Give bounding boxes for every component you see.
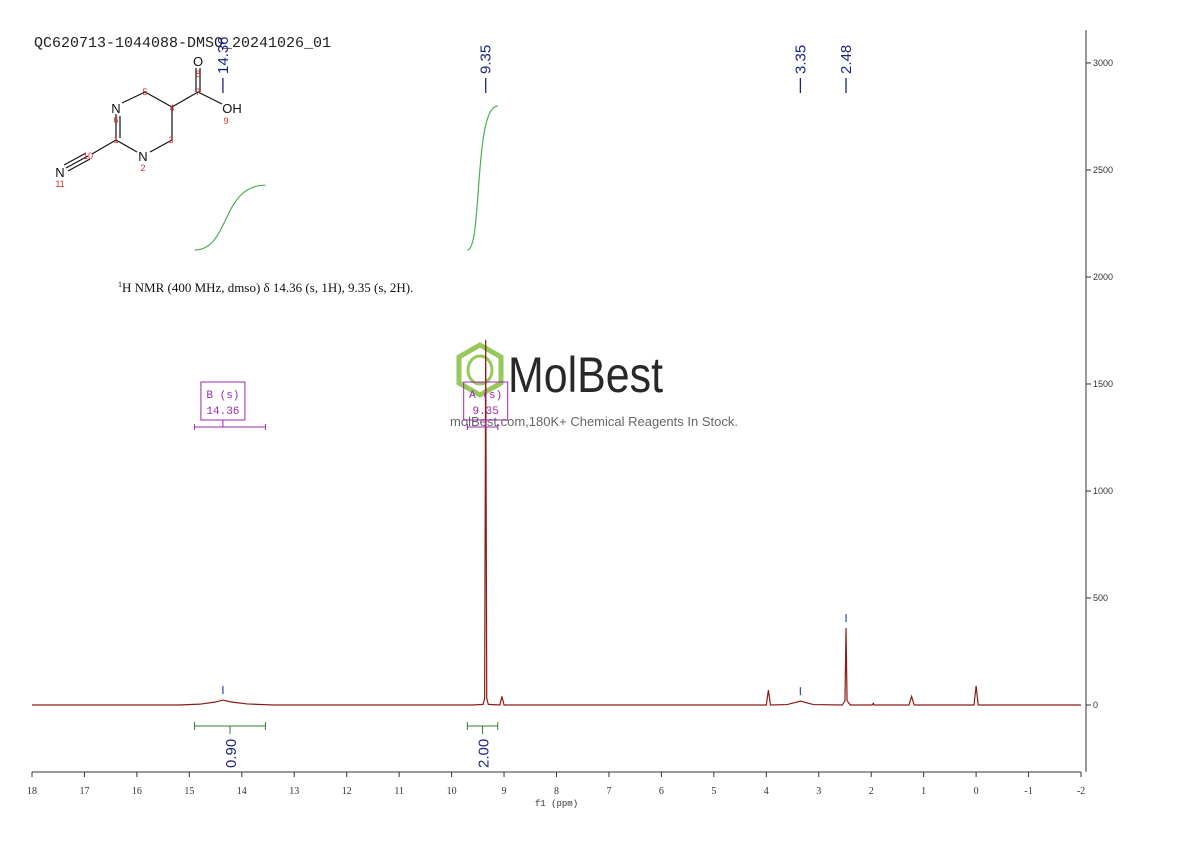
atom-number: 11 — [55, 179, 64, 189]
peak-label: 14.36 — [215, 36, 232, 74]
atom-symbol: N — [111, 101, 120, 116]
watermark-tagline: molBest.com,180K+ Chemical Reagents In S… — [450, 414, 738, 429]
bond — [121, 91, 146, 104]
x-tick-label: 17 — [79, 786, 89, 797]
bond — [67, 158, 91, 172]
atom-symbol: O — [193, 54, 203, 69]
x-tick-label: 7 — [606, 786, 611, 797]
peak-label: 3.35 — [792, 45, 809, 74]
x-tick-label: 10 — [447, 786, 457, 797]
x-tick-label: -1 — [1024, 786, 1032, 797]
watermark-brand: MolBest — [508, 347, 663, 403]
y-tick-label: 0 — [1093, 700, 1098, 710]
watermark-logo — [466, 354, 494, 386]
x-tick-label: 11 — [394, 786, 404, 797]
y-tick-label: 1500 — [1093, 379, 1113, 389]
atom-number: 4 — [169, 103, 174, 113]
description-superscript: 1 — [118, 280, 122, 289]
x-tick-label: 5 — [711, 786, 716, 797]
description: 1H NMR (400 MHz, dmso) δ 14.36 (s, 1H), … — [118, 280, 413, 295]
x-tick-label: 2 — [869, 786, 874, 797]
x-tick-label: 3 — [816, 786, 821, 797]
x-tick-label: 9 — [502, 786, 507, 797]
integral-label: 0.90 — [223, 739, 240, 768]
x-tick-label: 6 — [659, 786, 664, 797]
watermark-logo — [456, 342, 504, 398]
atom-symbols: O OH N N N — [55, 54, 241, 180]
bond — [149, 139, 173, 153]
atom-numbers: 1 2 3 4 5 6 7 8 9 10 11 — [55, 69, 228, 189]
atom-number: 10 — [83, 151, 93, 161]
atom-number: 1 — [113, 135, 118, 145]
multiplet-label: A (s) — [469, 390, 502, 402]
bond — [144, 91, 173, 108]
y-tick-label: 2500 — [1093, 165, 1113, 175]
y-tick-label: 500 — [1093, 593, 1108, 603]
peak-label: 9.35 — [478, 45, 495, 74]
description-text: H NMR (400 MHz, dmso) δ 14.36 (s, 1H), 9… — [122, 280, 413, 295]
atom-symbol: N — [138, 149, 147, 164]
atom-number: 9 — [223, 116, 228, 126]
bond — [91, 139, 117, 155]
x-tick-label: -2 — [1077, 786, 1085, 797]
atom-number: 2 — [140, 163, 145, 173]
x-axis-label: f1 (ppm) — [535, 799, 578, 809]
multiplet-label: B (s) — [206, 390, 239, 402]
x-tick-label: 12 — [342, 786, 352, 797]
x-tick-label: 18 — [27, 786, 37, 797]
bond — [197, 91, 223, 105]
chart-title: QC620713-1044088-DMSO_20241026_01 — [34, 35, 331, 52]
x-tick-label: 13 — [289, 786, 299, 797]
x-tick-label: 16 — [132, 786, 142, 797]
atom-number: 6 — [113, 115, 118, 125]
x-tick-label: 8 — [554, 786, 559, 797]
peak-label: 2.48 — [838, 45, 855, 74]
atom-number: 5 — [142, 87, 147, 97]
watermark: MolBest molBest.com,180K+ Chemical Reage… — [450, 342, 738, 429]
y-tick-label: 3000 — [1093, 58, 1113, 68]
atom-number: 8 — [195, 69, 200, 79]
y-tick-label: 2000 — [1093, 272, 1113, 282]
y-tick-label: 1000 — [1093, 486, 1113, 496]
x-tick-label: 14 — [237, 786, 247, 797]
x-tick-label: 4 — [764, 786, 769, 797]
x-tick-label: 1 — [921, 786, 926, 797]
x-tick-label: 0 — [974, 786, 979, 797]
multiplet-shift: 9.35 — [472, 406, 498, 418]
integral-curve — [194, 184, 266, 251]
atom-number: 7 — [195, 87, 200, 97]
x-tick-label: 15 — [184, 786, 194, 797]
multiplet-shift: 14.36 — [206, 406, 239, 418]
bond — [171, 91, 199, 108]
integral-label: 2.00 — [476, 739, 493, 768]
atom-number: 3 — [168, 135, 173, 145]
atom-symbol: OH — [222, 101, 242, 116]
spectrum-line — [32, 339, 1081, 706]
integral-curve — [467, 105, 498, 251]
bond — [115, 139, 138, 153]
bond — [63, 152, 87, 166]
atom-symbol: N — [55, 165, 64, 180]
structure — [63, 68, 223, 172]
bond — [65, 155, 89, 169]
